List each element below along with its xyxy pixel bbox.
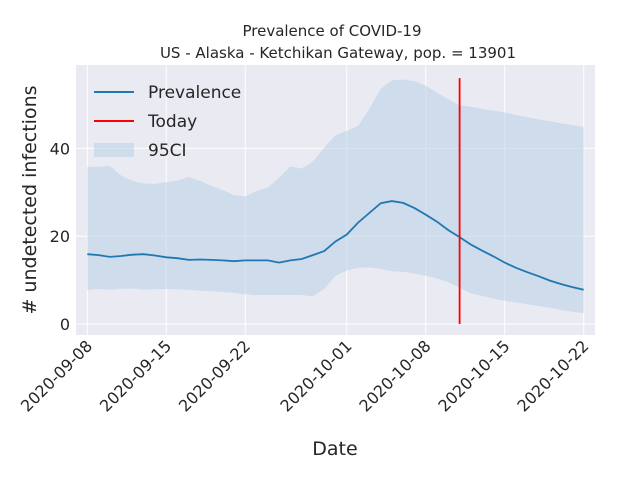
x-tick-label: 2020-10-01 — [276, 336, 355, 415]
x-tick-label: 2020-10-08 — [355, 336, 434, 415]
y-axis-ticks: 0 20 40 — [50, 139, 70, 334]
chart-subtitle: US - Alaska - Ketchikan Gateway, pop. = … — [160, 44, 516, 62]
prevalence-line — [87, 200, 584, 291]
legend-label-today: Today — [147, 112, 197, 132]
x-tick-label: 2020-09-22 — [175, 336, 254, 415]
x-tick-label: 2020-10-22 — [513, 336, 592, 415]
y-tick-label: 40 — [50, 139, 70, 158]
chart-title: Prevalence of COVID-19 — [242, 22, 421, 40]
y-axis-label: # undetected infections — [19, 85, 41, 314]
y-tick-label: 20 — [50, 227, 70, 246]
x-tick-label: 2020-09-08 — [17, 336, 96, 415]
legend-swatch-ci — [94, 143, 134, 157]
x-tick-label: 2020-10-15 — [434, 336, 513, 415]
legend-label-ci: 95CI — [148, 141, 187, 161]
x-axis-ticks: 2020-09-08 2020-09-15 2020-09-22 2020-10-01… — [17, 336, 593, 415]
x-axis-label: Date — [312, 438, 357, 460]
legend: Prevalence Today 95CI — [94, 83, 241, 161]
x-tick-label: 2020-09-15 — [96, 336, 175, 415]
y-tick-label: 0 — [60, 315, 70, 334]
legend-label-prevalence: Prevalence — [148, 83, 241, 103]
